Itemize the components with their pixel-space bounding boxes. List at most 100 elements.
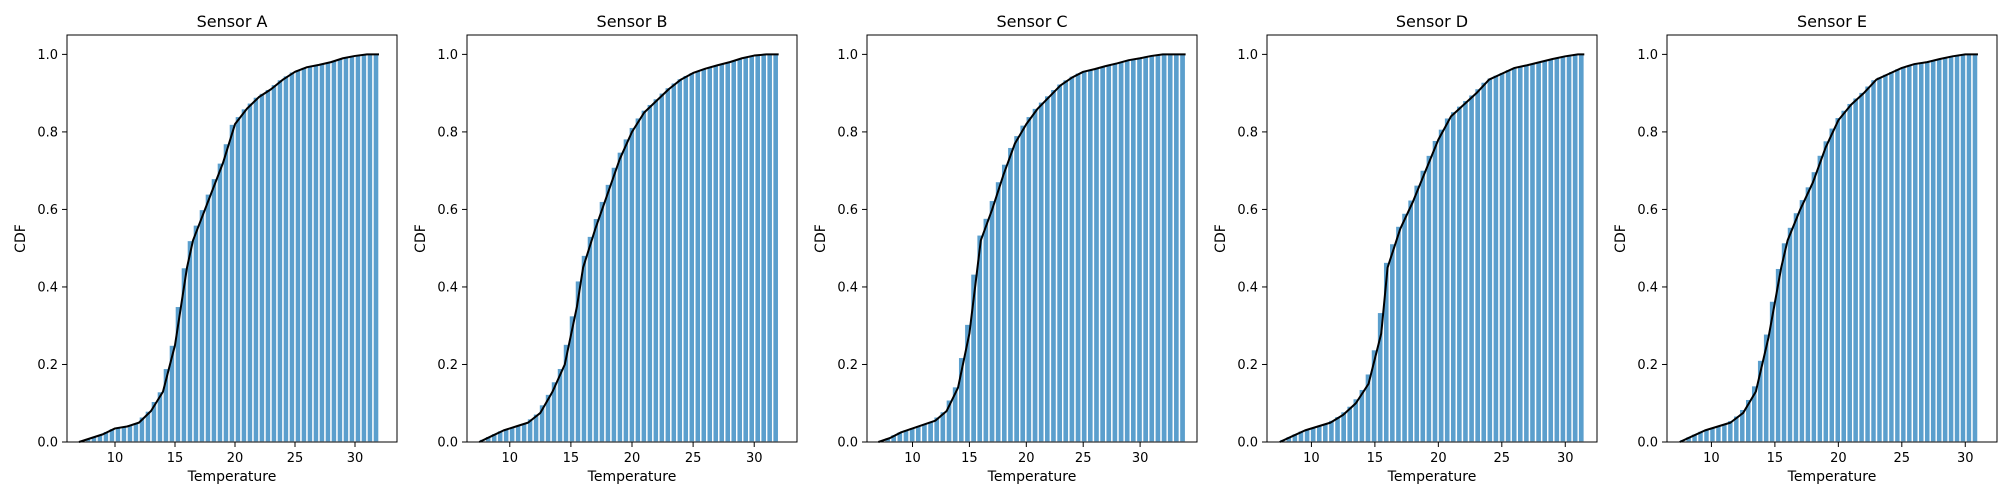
x-tick-label: 25 xyxy=(287,451,304,466)
bar xyxy=(1941,56,1949,443)
bar xyxy=(228,123,236,443)
bar xyxy=(760,53,768,443)
chart-panel-5: 10 15 20 25 30 0.0 0.2 0.4 0.6 0.8 1.0 Sensor E Temp… xyxy=(1613,12,1998,485)
x-tick-label: 10 xyxy=(502,451,519,466)
y-tick-label: 0.2 xyxy=(437,358,458,373)
chart-title: Sensor C xyxy=(996,12,1067,31)
bar xyxy=(1553,56,1561,443)
bar xyxy=(586,235,594,443)
y-tick-label: 1.0 xyxy=(37,48,58,63)
x-tick-label: 10 xyxy=(1703,451,1720,466)
y-axis-label: CDF xyxy=(1613,224,1629,253)
bar xyxy=(1055,83,1064,443)
x-tick-label: 10 xyxy=(904,451,921,466)
bar xyxy=(1522,63,1531,443)
y-tick-label: 0.4 xyxy=(1637,280,1658,295)
bar xyxy=(1135,57,1144,443)
bar xyxy=(694,69,702,443)
chart-title: Sensor A xyxy=(197,12,268,31)
bar xyxy=(1166,53,1175,443)
x-tick-label: 25 xyxy=(685,451,702,466)
chart-panel-1: 10 15 20 25 30 0.0 0.2 0.4 0.6 0.8 1.0 Sensor A Temp… xyxy=(13,12,398,485)
bar xyxy=(234,115,242,443)
chart-panel-3: 10 15 20 25 30 0.0 0.2 0.4 0.6 0.8 1.0 Sensor C Temp… xyxy=(813,12,1198,485)
bar xyxy=(1406,199,1415,443)
x-tick-label: 20 xyxy=(1830,451,1847,466)
bar xyxy=(580,254,588,443)
bar xyxy=(748,54,756,443)
bar xyxy=(246,102,254,443)
bar xyxy=(1905,64,1914,443)
plot-frame xyxy=(1666,34,1998,443)
bar xyxy=(622,137,630,443)
bar xyxy=(1148,54,1156,443)
bar xyxy=(520,422,528,443)
bar xyxy=(318,62,326,443)
bar xyxy=(1816,154,1824,443)
bar xyxy=(1098,65,1107,443)
bar xyxy=(652,97,660,443)
bar xyxy=(700,67,708,443)
bar xyxy=(1049,88,1058,443)
y-tick-label: 0.4 xyxy=(1237,280,1258,295)
bar xyxy=(1037,101,1045,443)
x-tick-label: 30 xyxy=(746,451,763,466)
bar xyxy=(1074,72,1082,443)
x-tick-label: 15 xyxy=(167,451,184,466)
bar xyxy=(646,103,654,443)
bar xyxy=(324,61,332,443)
x-tick-label: 15 xyxy=(1767,451,1784,466)
bar xyxy=(1092,67,1101,443)
bar xyxy=(1810,170,1818,443)
y-tick-label: 0.6 xyxy=(437,203,458,218)
x-tick-label: 10 xyxy=(1303,451,1320,466)
y-tick-label: 0.6 xyxy=(837,203,858,218)
y-tick-label: 1.0 xyxy=(1637,48,1658,63)
x-axis-label: Temperature xyxy=(587,469,677,485)
bar xyxy=(372,53,380,443)
bar xyxy=(982,217,990,443)
bars xyxy=(78,53,380,443)
bar xyxy=(294,68,302,443)
bar xyxy=(1413,184,1421,443)
cdf-line xyxy=(878,53,1186,443)
bar xyxy=(1425,154,1433,443)
bar xyxy=(180,266,188,443)
bar xyxy=(1875,76,1884,443)
bar xyxy=(1822,139,1830,443)
bar xyxy=(1804,185,1812,443)
bar xyxy=(114,426,122,443)
x-axis-label: Temperature xyxy=(1387,469,1477,485)
bar xyxy=(1025,115,1033,443)
y-tick-label: 0.2 xyxy=(1237,358,1258,373)
x-tick-label: 10 xyxy=(107,451,124,466)
bar xyxy=(1492,74,1500,443)
bar xyxy=(1720,422,1729,443)
chart-title: Sensor D xyxy=(1396,12,1468,31)
y-tick-label: 0.0 xyxy=(837,436,858,451)
cdf-line xyxy=(1279,53,1585,443)
x-tick-label: 30 xyxy=(1957,451,1974,466)
bar xyxy=(360,53,368,443)
bar xyxy=(1006,146,1015,443)
bar xyxy=(1455,105,1464,443)
bar xyxy=(222,142,230,443)
bars xyxy=(877,53,1187,443)
bar xyxy=(1923,60,1931,443)
bar xyxy=(1080,70,1089,443)
bar xyxy=(1000,163,1009,443)
y-tick-label: 1.0 xyxy=(1237,48,1258,63)
bar xyxy=(342,56,350,443)
chart-title: Sensor E xyxy=(1797,12,1867,31)
bar xyxy=(1863,85,1872,443)
bar xyxy=(288,71,296,443)
chart-title: Sensor B xyxy=(597,12,668,31)
bar xyxy=(210,177,218,443)
bar xyxy=(1172,53,1181,443)
bar xyxy=(598,200,606,443)
bar xyxy=(658,92,666,443)
bar xyxy=(1086,68,1095,443)
bars xyxy=(1678,53,1979,443)
bar xyxy=(1062,78,1070,443)
bar xyxy=(1394,225,1403,443)
